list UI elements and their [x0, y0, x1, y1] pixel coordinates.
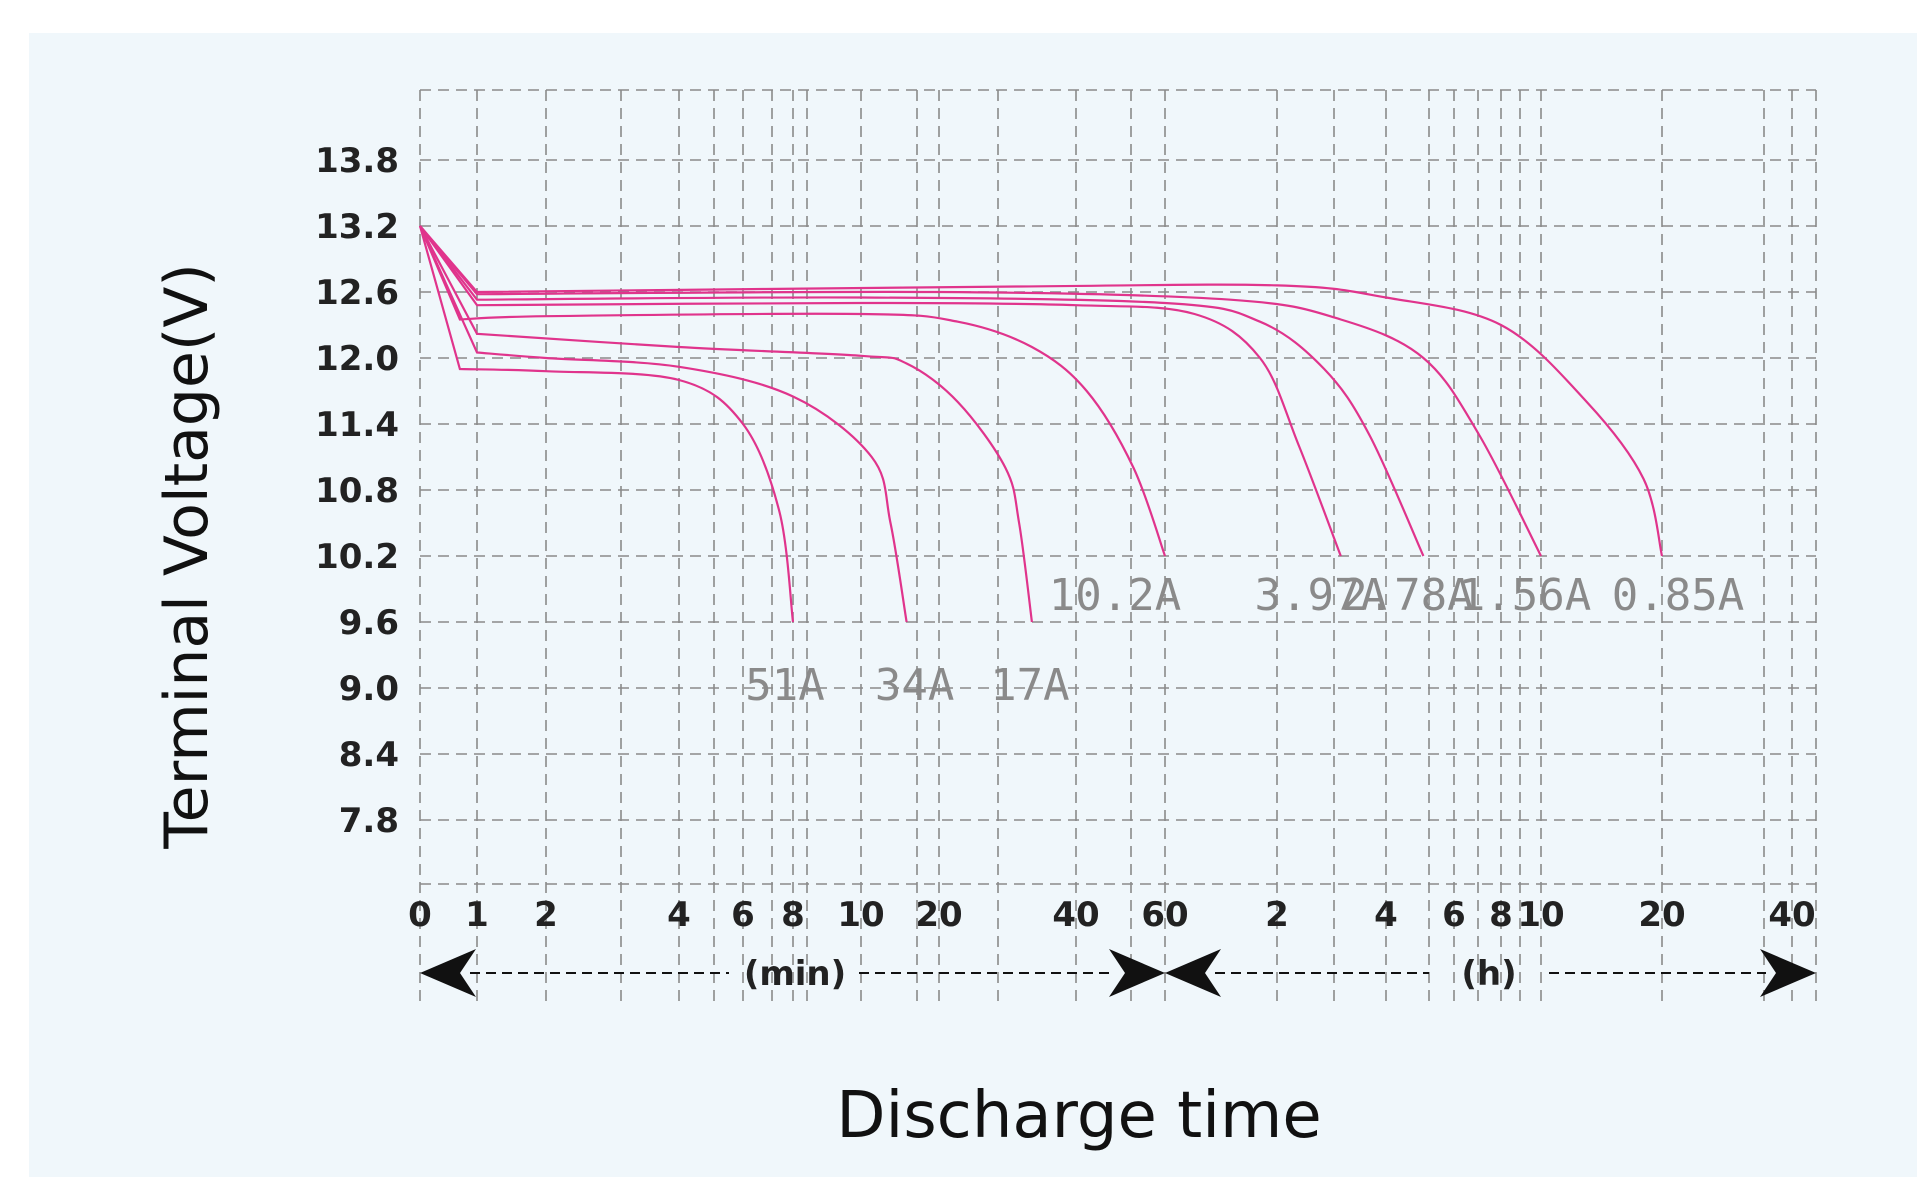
- y-tick-label: 12.6: [315, 273, 399, 313]
- unit-arrow-head: [420, 949, 476, 997]
- y-tick-label: 10.8: [315, 471, 399, 511]
- x-tick-label: 10: [837, 895, 884, 935]
- y-tick-label: 8.4: [339, 735, 399, 775]
- curve-1_56A: [419, 225, 1542, 557]
- x-tick-label: 0: [408, 895, 432, 935]
- y-tick-label: 13.8: [315, 141, 399, 181]
- x-tick-label: 4: [1374, 895, 1398, 935]
- curve-10_2A: [418, 225, 1167, 557]
- chart-panel: 13.8 13.2 12.6 12.0 11.4 10.8 10.2 9.6 9.0 8.4 7.8…: [29, 33, 1917, 1177]
- x-tick-label: 2: [1265, 895, 1289, 935]
- curve-label: 17A: [990, 660, 1069, 711]
- curve-label: 3.97A: [1255, 570, 1387, 621]
- y-tick-label: 9.6: [339, 603, 399, 643]
- x-tick-label: 8: [781, 895, 805, 935]
- y-tick-label: 7.8: [339, 801, 399, 841]
- curve-label: 51A: [745, 660, 824, 711]
- curve-label: 10.2A: [1049, 570, 1181, 621]
- curve-51A: [418, 225, 795, 623]
- x-tick-label: 40: [1052, 895, 1099, 935]
- x-tick-label: 60: [1141, 895, 1188, 935]
- x-tick-label: 8: [1489, 895, 1513, 935]
- x-tick-label: 1: [465, 895, 489, 935]
- unit-arrow-head: [1760, 949, 1816, 997]
- x-tick-label: 6: [1442, 895, 1466, 935]
- x-tick-label: 20: [915, 895, 962, 935]
- curve-2_78A: [419, 225, 1425, 557]
- x-tick-label: 2: [534, 895, 558, 935]
- unit-arrow-head: [1165, 949, 1221, 997]
- x-axis-title: Discharge time: [836, 1079, 1322, 1153]
- x-tick-label: 4: [667, 895, 691, 935]
- curve-layer: [418, 225, 1664, 623]
- discharge-chart: 13.8 13.2 12.6 12.0 11.4 10.8 10.2 9.6 9.0 8.4 7.8…: [152, 89, 1817, 1153]
- curve-label: 1.56A: [1459, 570, 1591, 621]
- curve-17A: [419, 225, 1033, 623]
- y-axis-title: Terminal Voltage(V): [152, 263, 222, 850]
- y-tick-label: 12.0: [315, 339, 399, 379]
- time-unit-arrows: [420, 949, 1816, 997]
- x-tick-label: 6: [731, 895, 755, 935]
- grid-layer: [419, 89, 1817, 1001]
- y-tick-label: 10.2: [315, 537, 399, 577]
- x-tick-label: 20: [1638, 895, 1685, 935]
- x-tick-label: 40: [1768, 895, 1815, 935]
- unit-arrow-head: [1109, 949, 1165, 997]
- y-tick-label: 11.4: [315, 405, 399, 445]
- curve-3_97A: [419, 225, 1342, 557]
- x-tick-labels: 0 1 2 4 6 8 10 20 40 60 2 4 6 8 10 20 40: [408, 895, 1816, 935]
- curve-label: 34A: [875, 660, 954, 711]
- curve-34A: [418, 225, 908, 623]
- x-unit-h: (h): [1461, 954, 1516, 994]
- y-tick-label: 9.0: [339, 669, 399, 709]
- curve-label: 0.85A: [1612, 570, 1744, 621]
- curve-label: 2.78A: [1341, 570, 1473, 621]
- y-tick-label: 13.2: [315, 207, 399, 247]
- curve-0_85A: [419, 225, 1664, 557]
- x-tick-label: 10: [1517, 895, 1564, 935]
- x-unit-min: (min): [744, 954, 846, 994]
- y-tick-labels: 13.8 13.2 12.6 12.0 11.4 10.8 10.2 9.6 9.0 8.4 7.8: [315, 141, 399, 841]
